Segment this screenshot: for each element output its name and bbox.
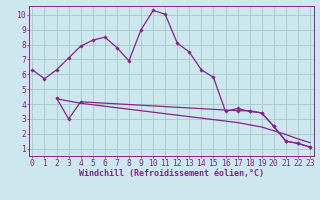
X-axis label: Windchill (Refroidissement éolien,°C): Windchill (Refroidissement éolien,°C) bbox=[79, 169, 264, 178]
